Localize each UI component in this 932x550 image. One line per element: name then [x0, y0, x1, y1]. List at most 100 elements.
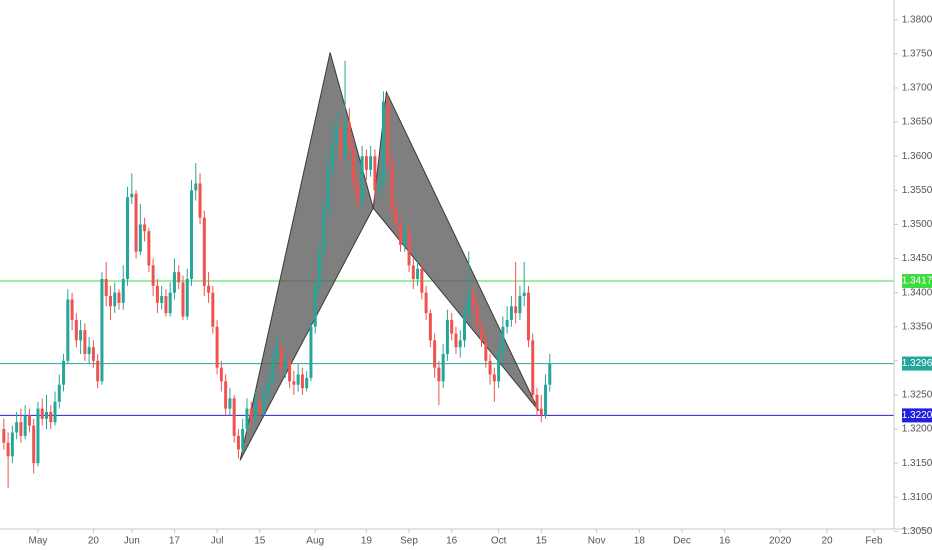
candle-body	[411, 265, 415, 279]
candle-body	[514, 306, 518, 314]
y-tick-label: 1.3150	[902, 458, 932, 469]
y-tick-label: 1.3400	[902, 287, 932, 298]
candle-body	[202, 217, 206, 286]
candle-body	[364, 156, 368, 170]
candle-body	[283, 360, 287, 368]
candle-body	[369, 156, 373, 170]
x-tick-label: Aug	[306, 536, 324, 547]
candle-body	[330, 142, 334, 170]
candle-body	[49, 411, 53, 423]
candle-body	[215, 326, 219, 368]
candle-body	[36, 408, 40, 464]
candle-body	[296, 374, 300, 385]
axis-layer: 1.30501.31001.31501.32001.32501.33001.33…	[29, 14, 932, 547]
candle-body	[480, 326, 484, 341]
candle-body	[70, 299, 74, 320]
candle-body	[253, 401, 257, 419]
candle-body	[117, 292, 121, 303]
candle-body	[207, 285, 211, 293]
candle-body	[475, 306, 479, 327]
candle-body	[177, 272, 181, 283]
candle-body	[518, 296, 522, 314]
candle-body	[249, 408, 253, 419]
candle-body	[57, 384, 61, 402]
candle-body	[266, 381, 270, 395]
candle-body	[198, 183, 202, 218]
candle-body	[522, 292, 526, 297]
candle-body	[437, 367, 441, 382]
candle-body	[501, 326, 505, 355]
x-tick-label: 15	[536, 536, 548, 547]
level-label: 1.3220	[902, 410, 932, 421]
candle-body	[531, 340, 535, 395]
x-tick-label: 18	[634, 536, 646, 547]
candle-body	[526, 292, 530, 341]
candle-body	[458, 340, 462, 348]
candle-body	[108, 296, 112, 307]
level-label-box	[902, 408, 932, 423]
x-tick-label: 19	[361, 536, 373, 547]
candle-body	[535, 394, 539, 409]
x-tick-label: Dec	[673, 536, 691, 547]
candle-body	[360, 156, 364, 204]
candle-body	[407, 231, 411, 266]
candle-body	[548, 363, 552, 385]
x-tick-label: 17	[169, 536, 181, 547]
candle-body	[416, 268, 420, 279]
candle-body	[96, 360, 100, 382]
candle-body	[279, 347, 283, 368]
candle-body	[347, 122, 351, 150]
x-tick-label: 20	[821, 536, 833, 547]
y-tick-label: 1.3700	[902, 83, 932, 94]
candle-body	[467, 292, 471, 314]
candle-body	[484, 340, 488, 361]
x-tick-label: May	[29, 536, 48, 547]
candle-body	[6, 442, 10, 457]
candle-body	[15, 422, 19, 433]
candle-body	[356, 183, 360, 204]
candle-body	[147, 231, 151, 266]
candle-body	[335, 128, 339, 143]
candle-body	[100, 278, 104, 382]
candle-body	[305, 377, 309, 389]
candle-body	[194, 183, 198, 191]
y-tick-label: 1.3600	[902, 151, 932, 162]
candle-body	[160, 296, 164, 303]
y-tick-label: 1.3250	[902, 390, 932, 401]
x-tick-label: 2020	[769, 536, 792, 547]
candle-body	[44, 411, 48, 419]
candle-body	[236, 435, 240, 450]
candle-body	[381, 101, 385, 184]
candle-body	[79, 330, 83, 341]
candle-body	[433, 340, 437, 368]
candle-body	[300, 374, 304, 389]
harmonic-pattern	[372, 90, 540, 411]
level-label-box	[902, 274, 932, 289]
candle-body	[211, 292, 215, 327]
x-tick-label: Jun	[124, 536, 140, 547]
level-label-box	[902, 356, 932, 371]
candle-body	[126, 197, 130, 279]
level-label: 1.3296	[902, 358, 932, 369]
plot-layer	[2, 52, 552, 489]
y-tick-label: 1.3100	[902, 492, 932, 503]
candle-body	[181, 282, 185, 317]
level-label: 1.3417	[902, 276, 932, 287]
candle-body	[143, 224, 147, 232]
candle-body	[352, 149, 356, 184]
candle-body	[224, 381, 228, 409]
y-tick-label: 1.3200	[902, 424, 932, 435]
candle-body	[134, 193, 138, 252]
candle-body	[450, 319, 454, 334]
candle-body	[228, 398, 232, 409]
candle-body	[53, 401, 57, 423]
candle-body	[241, 429, 245, 450]
candle-body	[424, 292, 428, 314]
candle-body	[40, 408, 44, 419]
x-tick-label: Oct	[491, 536, 507, 547]
candle-body	[420, 268, 424, 293]
candle-body	[2, 429, 6, 443]
candle-body	[262, 394, 266, 412]
candle-body	[428, 313, 432, 341]
candle-body	[488, 360, 492, 375]
